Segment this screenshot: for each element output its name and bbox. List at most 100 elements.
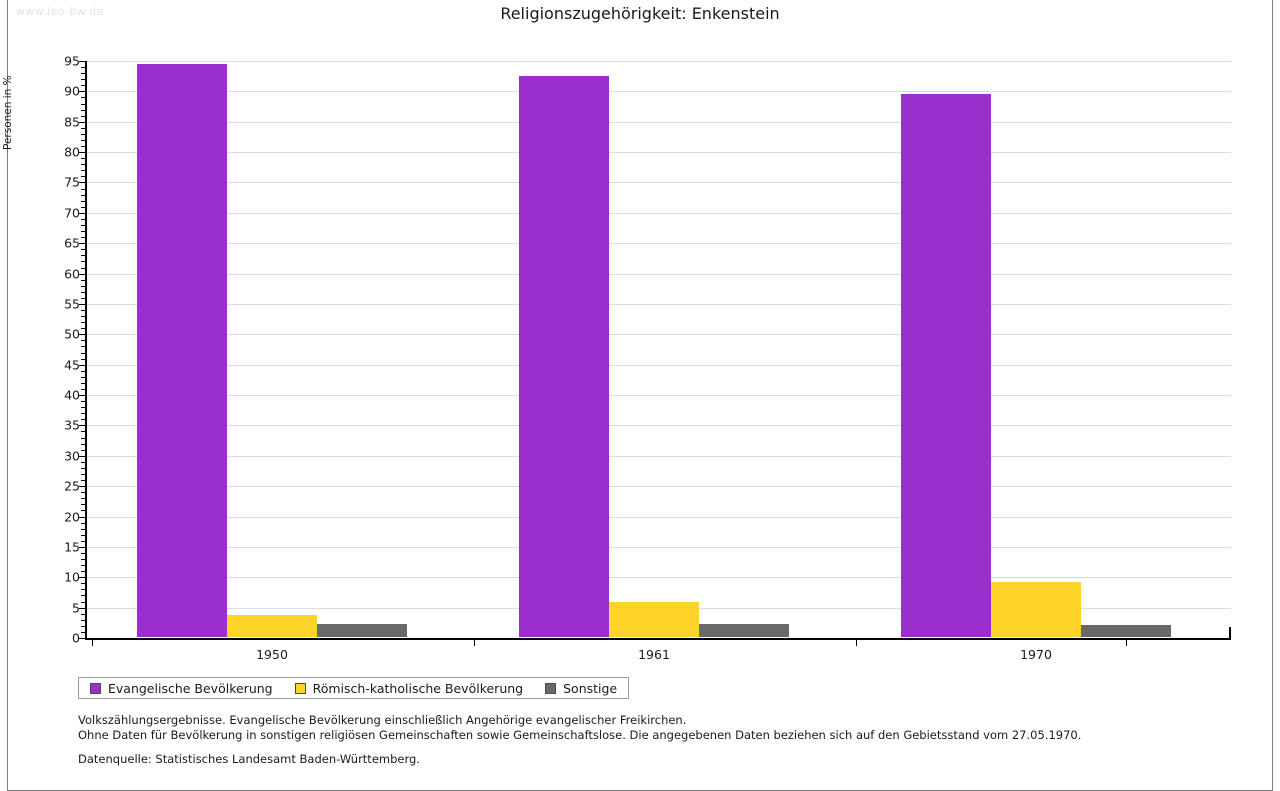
- y-minor-tick-mark: [81, 346, 87, 348]
- y-minor-tick-mark: [81, 407, 87, 409]
- y-minor-tick-mark: [81, 443, 87, 445]
- gridline: [87, 212, 1231, 214]
- x-tick-mark: [856, 640, 857, 646]
- x-axis-line: [85, 638, 1231, 640]
- y-tick-label: 10: [64, 569, 80, 585]
- legend-label: Evangelische Bevölkerung: [108, 680, 273, 696]
- y-tick-mark: [79, 91, 87, 93]
- gridline: [87, 425, 1231, 427]
- y-tick-mark: [79, 243, 87, 245]
- y-minor-tick-mark: [81, 419, 87, 421]
- y-minor-tick-mark: [81, 595, 87, 597]
- y-minor-tick-mark: [81, 200, 87, 202]
- gridline: [87, 303, 1231, 305]
- y-minor-tick-mark: [81, 589, 87, 591]
- y-minor-tick-mark: [81, 316, 87, 318]
- y-minor-tick-mark: [81, 510, 87, 512]
- legend-item-2[interactable]: Sonstige: [545, 681, 617, 696]
- y-tick-mark: [79, 425, 87, 427]
- y-minor-tick-mark: [81, 449, 87, 451]
- plot-area: 0 5 10 15 20 25 30 35 40 45 50 55 60 65 70 75 80 85 90 95 1…: [64, 54, 1231, 662]
- y-tick-label: 45: [64, 357, 80, 373]
- y-minor-tick-mark: [81, 158, 87, 160]
- x-axis-right-cap: [1229, 627, 1231, 640]
- y-minor-tick-mark: [81, 370, 87, 372]
- legend-swatch-icon: [545, 682, 557, 694]
- y-minor-tick-mark: [81, 352, 87, 354]
- y-minor-tick-mark: [81, 559, 87, 561]
- y-minor-tick-mark: [81, 631, 87, 633]
- bar-1961-evangelische: [519, 75, 609, 637]
- y-tick-mark: [79, 486, 87, 488]
- y-minor-tick-mark: [81, 540, 87, 542]
- gridline: [87, 121, 1231, 123]
- y-minor-tick-mark: [81, 437, 87, 439]
- y-minor-tick-mark: [81, 237, 87, 239]
- y-minor-tick-mark: [81, 133, 87, 135]
- bar-1970-evangelische: [901, 94, 991, 637]
- page-title: Religionszugehörigkeit: Enkenstein: [500, 4, 780, 23]
- y-minor-tick-mark: [81, 109, 87, 111]
- y-tick-label: 55: [64, 296, 80, 312]
- y-tick-mark: [79, 364, 87, 366]
- y-minor-tick-mark: [81, 218, 87, 220]
- y-minor-tick-mark: [81, 413, 87, 415]
- y-tick-label: 30: [64, 448, 80, 464]
- y-minor-tick-mark: [81, 504, 87, 506]
- y-minor-tick-mark: [81, 297, 87, 299]
- bar-1970-roemisch-katholische: [991, 582, 1081, 637]
- legend-item-1[interactable]: Römisch-katholische Bevölkerung: [294, 680, 524, 696]
- y-tick-mark: [79, 455, 87, 457]
- y-minor-tick-mark: [81, 249, 87, 251]
- y-minor-tick-mark: [81, 625, 87, 627]
- y-tick-mark: [79, 546, 87, 548]
- gridline: [87, 546, 1231, 548]
- y-tick-label: 85: [64, 114, 80, 130]
- y-minor-tick-mark: [81, 285, 87, 287]
- legend-label: Römisch-katholische Bevölkerung: [312, 680, 524, 696]
- y-tick-label: 60: [64, 266, 80, 282]
- footnote-line-1: Volkszählungsergebnisse. Evangelische Be…: [78, 713, 687, 727]
- y-minor-tick-mark: [81, 583, 87, 585]
- watermark-text: www.leo-bw.de: [16, 5, 104, 18]
- y-minor-tick-mark: [81, 382, 87, 384]
- y-minor-tick-mark: [81, 401, 87, 403]
- y-tick-mark: [79, 303, 87, 305]
- y-tick-label: 0: [72, 630, 80, 646]
- gridline: [87, 364, 1231, 366]
- y-minor-tick-mark: [81, 85, 87, 87]
- y-minor-tick-mark: [81, 170, 87, 172]
- y-minor-tick-mark: [81, 310, 87, 312]
- legend-item-0[interactable]: Evangelische Bevölkerung: [90, 681, 273, 696]
- y-minor-tick-mark: [81, 340, 87, 342]
- bar-1970-sonstige: [1081, 624, 1171, 637]
- y-minor-tick-mark: [81, 498, 87, 500]
- y-tick-mark: [79, 577, 87, 579]
- y-minor-tick-mark: [81, 376, 87, 378]
- x-tick-mark: [92, 640, 93, 646]
- y-minor-tick-mark: [81, 67, 87, 69]
- y-minor-tick-mark: [81, 267, 87, 269]
- y-minor-tick-mark: [81, 322, 87, 324]
- y-minor-tick-mark: [81, 480, 87, 482]
- bar-1950-roemisch-katholische: [227, 615, 317, 637]
- y-minor-tick-mark: [81, 176, 87, 178]
- y-axis-line: [85, 61, 87, 639]
- y-minor-tick-mark: [81, 552, 87, 554]
- gridline: [87, 273, 1231, 275]
- data-source-note: Datenquelle: Statistisches Landesamt Bad…: [78, 752, 420, 766]
- y-minor-tick-mark: [81, 619, 87, 621]
- x-tick-mark: [1126, 640, 1127, 646]
- y-tick-mark: [79, 638, 87, 639]
- gridline: [87, 243, 1231, 245]
- gridline: [87, 395, 1231, 397]
- y-tick-mark: [79, 516, 87, 518]
- y-tick-mark: [79, 61, 87, 62]
- y-tick-label: 25: [64, 478, 80, 494]
- y-tick-label: 90: [64, 83, 80, 99]
- y-minor-tick-mark: [81, 73, 87, 75]
- y-minor-tick-mark: [81, 522, 87, 524]
- y-minor-tick-mark: [81, 279, 87, 281]
- y-minor-tick-mark: [81, 571, 87, 573]
- gridline: [87, 91, 1231, 93]
